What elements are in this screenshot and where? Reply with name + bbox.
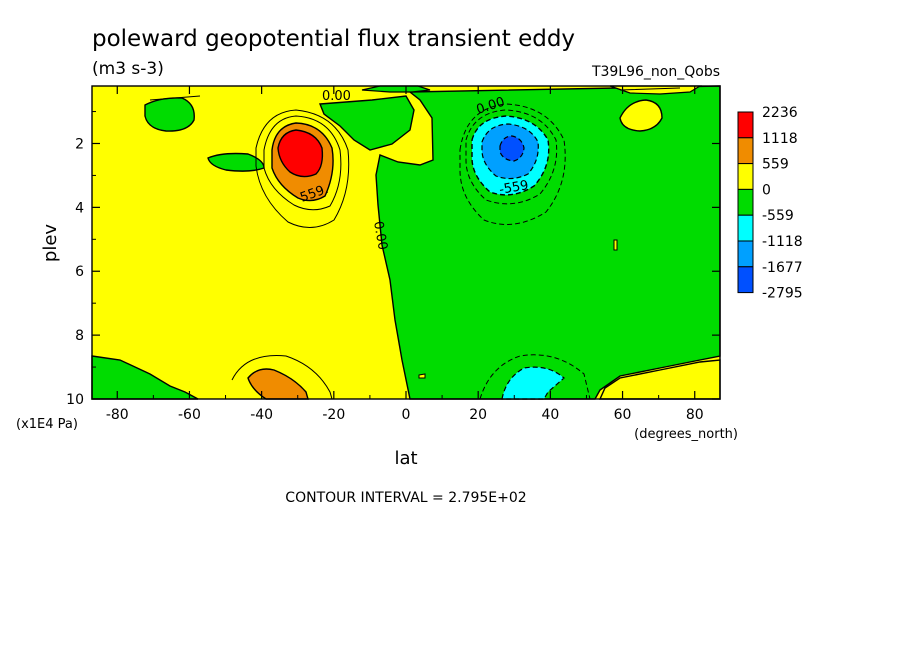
colorbar-swatch	[737, 266, 754, 294]
colorbar-label: -559	[762, 208, 794, 224]
y-axis-title: plev	[40, 224, 61, 263]
colorbar-swatch	[737, 214, 754, 242]
x-tick-label: 60	[614, 407, 632, 423]
y-tick-label: 8	[75, 328, 84, 344]
negative-region-east	[375, 85, 721, 400]
y-tick-label: 4	[75, 200, 84, 216]
x-tick-label: 0	[402, 407, 411, 423]
contour-label-zero-vertical: 0.00	[370, 220, 390, 251]
x-tick-label: 20	[469, 407, 487, 423]
negative-cell-outline-2	[459, 103, 566, 225]
negative-patch-upper-left	[144, 97, 195, 132]
positive-lobe-outline	[231, 355, 333, 400]
colorbar-label: 2236	[762, 105, 798, 121]
colorbar-swatch	[737, 163, 754, 190]
x-tick-label: -20	[322, 407, 345, 423]
chart-units: (m3 s-3)	[92, 59, 164, 79]
positive-speck-right	[613, 239, 618, 251]
colorbar-label: 0	[762, 182, 771, 198]
dataset-label: T39L96_non_Qobs	[591, 64, 720, 80]
x-tick-label: -60	[178, 407, 201, 423]
negative-lobe-surface	[501, 366, 565, 400]
x-axis-units: (degrees_north)	[634, 427, 738, 442]
y-tick-label: 2	[75, 136, 84, 152]
y-tick-label: 10	[66, 392, 84, 408]
contour-label-negative-559: -559	[498, 178, 530, 198]
x-tick-label: -40	[250, 407, 273, 423]
y-axis-units: (x1E4 Pa)	[16, 417, 78, 432]
colorbar: 2236 1118 559 0 -559 -1118 -1677 -2795	[737, 105, 803, 302]
negative-patch-upper-center	[318, 95, 415, 151]
positive-patch-upper-right	[619, 99, 663, 132]
positive-cell-outline-1	[263, 115, 342, 211]
positive-cell-red	[277, 129, 324, 178]
contour-interval-text: CONTOUR INTERVAL = 2.795E+02	[285, 490, 526, 506]
negative-cell-outline-1	[465, 109, 558, 205]
positive-cell-outline-2	[255, 109, 350, 228]
colorbar-swatch	[737, 111, 754, 139]
top-strip-dash	[149, 87, 681, 101]
x-tick-label: 40	[541, 407, 559, 423]
chart-title: poleward geopotential flux transient edd…	[92, 26, 575, 52]
colorbar-label: -1677	[762, 260, 803, 276]
colorbar-label: 559	[762, 157, 789, 173]
x-tick-label: -80	[106, 407, 129, 423]
colorbar-swatch	[737, 240, 754, 268]
y-axis: 2 4 6 8 10	[66, 111, 720, 408]
contour-plot-area: 0.00 0.00 0.00 559. -559	[91, 85, 721, 400]
x-axis: -80 -60 -40 -20 0 20 40 60 80	[106, 86, 704, 423]
colorbar-label: 1118	[762, 131, 798, 147]
x-axis-title: lat	[394, 448, 417, 469]
negative-lobe-outline	[479, 354, 591, 400]
contour-label-zero-top: 0.00	[322, 89, 351, 104]
colorbar-swatch	[737, 137, 754, 165]
y-tick-label: 6	[75, 264, 84, 280]
colorbar-label: -1118	[762, 234, 803, 250]
negative-cell-deepblue	[499, 135, 525, 162]
x-tick-label: 80	[686, 407, 704, 423]
positive-lobe-surface	[247, 368, 309, 400]
colorbar-swatch	[737, 188, 754, 216]
positive-speck-center	[418, 373, 426, 379]
colorbar-label: -2795	[762, 286, 803, 302]
